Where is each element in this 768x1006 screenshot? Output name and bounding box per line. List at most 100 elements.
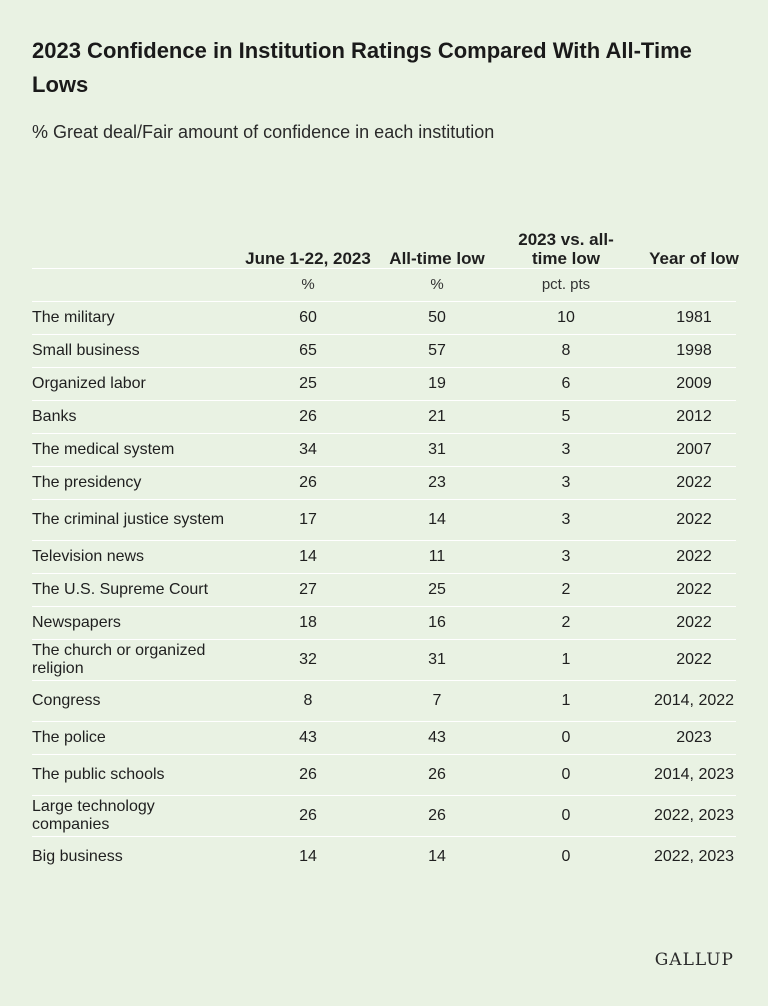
value-june-2023: 34 <box>299 441 317 458</box>
units-row: %% pct. pts <box>32 269 736 301</box>
value-difference: 8 <box>561 342 571 359</box>
table-row: Banks 26 21 5 2012 <box>32 401 736 433</box>
value-year-of-low: 2022, 2023 <box>653 848 735 865</box>
institution-label: The police <box>32 729 106 746</box>
value-difference: 3 <box>561 441 571 458</box>
value-year-of-low: 2022 <box>676 548 712 565</box>
row-divider <box>32 639 736 640</box>
value-difference: 3 <box>561 511 571 528</box>
institution-label: Organized labor <box>32 375 146 392</box>
col-header-all-time-low: All-time low <box>389 249 485 268</box>
row-divider <box>32 334 736 335</box>
table-row: The U.S. Supreme Court 27 25 2 2022 <box>32 574 736 606</box>
institution-label: Banks <box>32 408 77 425</box>
chart-subtitle: % Great deal/Fair amount of confidence i… <box>32 122 495 142</box>
table-row: Small business 65 57 8 1998 <box>32 335 736 367</box>
unit-difference: pct. pts <box>541 276 591 293</box>
value-difference: 2 <box>561 581 571 598</box>
value-year-of-low: 2022 <box>676 511 712 528</box>
unit-all-time-low: % <box>430 276 444 293</box>
value-all-time-low: 43 <box>428 729 446 746</box>
row-divider <box>32 795 736 796</box>
institution-label: Congress <box>32 692 101 709</box>
institution-label: The church or organized religion <box>32 642 206 677</box>
value-june-2023: 14 <box>299 548 317 565</box>
institution-label: Small business <box>32 342 140 359</box>
value-difference: 5 <box>561 408 571 425</box>
value-june-2023: 32 <box>299 651 317 668</box>
institution-label: Newspapers <box>32 614 121 631</box>
value-difference: 0 <box>561 766 571 783</box>
value-difference: 1 <box>561 651 571 668</box>
col-header-difference: 2023 vs. all-time low <box>518 230 614 268</box>
value-year-of-low: 1981 <box>676 309 712 326</box>
value-all-time-low: 25 <box>428 581 446 598</box>
row-divider <box>32 400 736 401</box>
table-row: Big business 14 14 0 2022, 2023 <box>32 837 736 877</box>
value-all-time-low: 16 <box>428 614 446 631</box>
data-table: June 1-22, 2023 All-time low 2023 vs. al… <box>32 200 739 877</box>
value-all-time-low: 57 <box>428 342 446 359</box>
chart-title: 2023 Confidence in Institution Ratings C… <box>32 38 692 97</box>
row-divider <box>32 367 736 368</box>
value-difference: 0 <box>561 807 571 824</box>
value-difference: 0 <box>561 848 571 865</box>
value-difference: 1 <box>561 692 571 709</box>
row-divider <box>32 466 736 467</box>
unit-june: % <box>301 276 315 293</box>
value-year-of-low: 2022 <box>676 614 712 631</box>
value-difference: 6 <box>561 375 571 392</box>
table-header: June 1-22, 2023 All-time low 2023 vs. al… <box>32 200 739 268</box>
value-june-2023: 18 <box>299 614 317 631</box>
col-header-year-of-low: Year of low <box>649 249 739 268</box>
table-row: The medical system 34 31 3 2007 <box>32 434 736 466</box>
row-divider <box>32 754 736 755</box>
value-june-2023: 25 <box>299 375 317 392</box>
table-row: The presidency 26 23 3 2022 <box>32 467 736 499</box>
value-all-time-low: 31 <box>428 651 446 668</box>
value-all-time-low: 23 <box>428 474 446 491</box>
value-all-time-low: 11 <box>428 548 446 565</box>
institution-label: The criminal justice system <box>32 511 225 528</box>
table-row: Newspapers 18 16 2 2022 <box>32 607 736 639</box>
gallup-logo: GALLUP <box>654 950 734 970</box>
table-row: Congress 8 7 1 2014, 2022 <box>32 681 736 721</box>
table-row: Large technology companies 26 26 0 2022, 202… <box>32 796 736 836</box>
row-divider <box>32 301 736 302</box>
unit-year-of-low <box>629 269 759 301</box>
value-june-2023: 14 <box>299 848 317 865</box>
value-difference: 10 <box>557 309 575 326</box>
table-row: The military 60 50 10 1981 <box>32 302 736 334</box>
institution-label: Big business <box>32 848 123 865</box>
table-row: The police 43 43 0 2023 <box>32 722 736 754</box>
value-year-of-low: 2023 <box>676 729 712 746</box>
value-june-2023: 26 <box>299 408 317 425</box>
value-june-2023: 17 <box>299 511 317 528</box>
value-june-2023: 26 <box>299 766 317 783</box>
table-row: The criminal justice system 17 14 3 2022 <box>32 500 736 540</box>
value-all-time-low: 7 <box>432 692 442 709</box>
institution-label: Large technology companies <box>32 798 155 833</box>
institution-label: The presidency <box>32 474 142 491</box>
value-difference: 3 <box>561 548 571 565</box>
table-body: %% pct. pts The military 60 50 10 1981 Small bu… <box>32 268 736 877</box>
institution-label: The military <box>32 309 115 326</box>
value-june-2023: 65 <box>299 342 317 359</box>
row-divider <box>32 680 736 681</box>
value-all-time-low: 26 <box>428 766 446 783</box>
value-all-time-low: 14 <box>428 848 446 865</box>
value-year-of-low: 2022, 2023 <box>653 807 735 824</box>
value-difference: 3 <box>561 474 571 491</box>
value-june-2023: 26 <box>299 474 317 491</box>
row-divider <box>32 721 736 722</box>
value-all-time-low: 19 <box>428 375 446 392</box>
table-row: The public schools 26 26 0 2014, 2023 <box>32 755 736 795</box>
value-year-of-low: 2022 <box>676 474 712 491</box>
value-year-of-low: 2014, 2023 <box>653 766 735 783</box>
institution-label: The U.S. Supreme Court <box>32 581 209 598</box>
value-year-of-low: 1998 <box>676 342 712 359</box>
row-divider <box>32 540 736 541</box>
value-year-of-low: 2014, 2022 <box>653 692 735 709</box>
row-divider <box>32 573 736 574</box>
